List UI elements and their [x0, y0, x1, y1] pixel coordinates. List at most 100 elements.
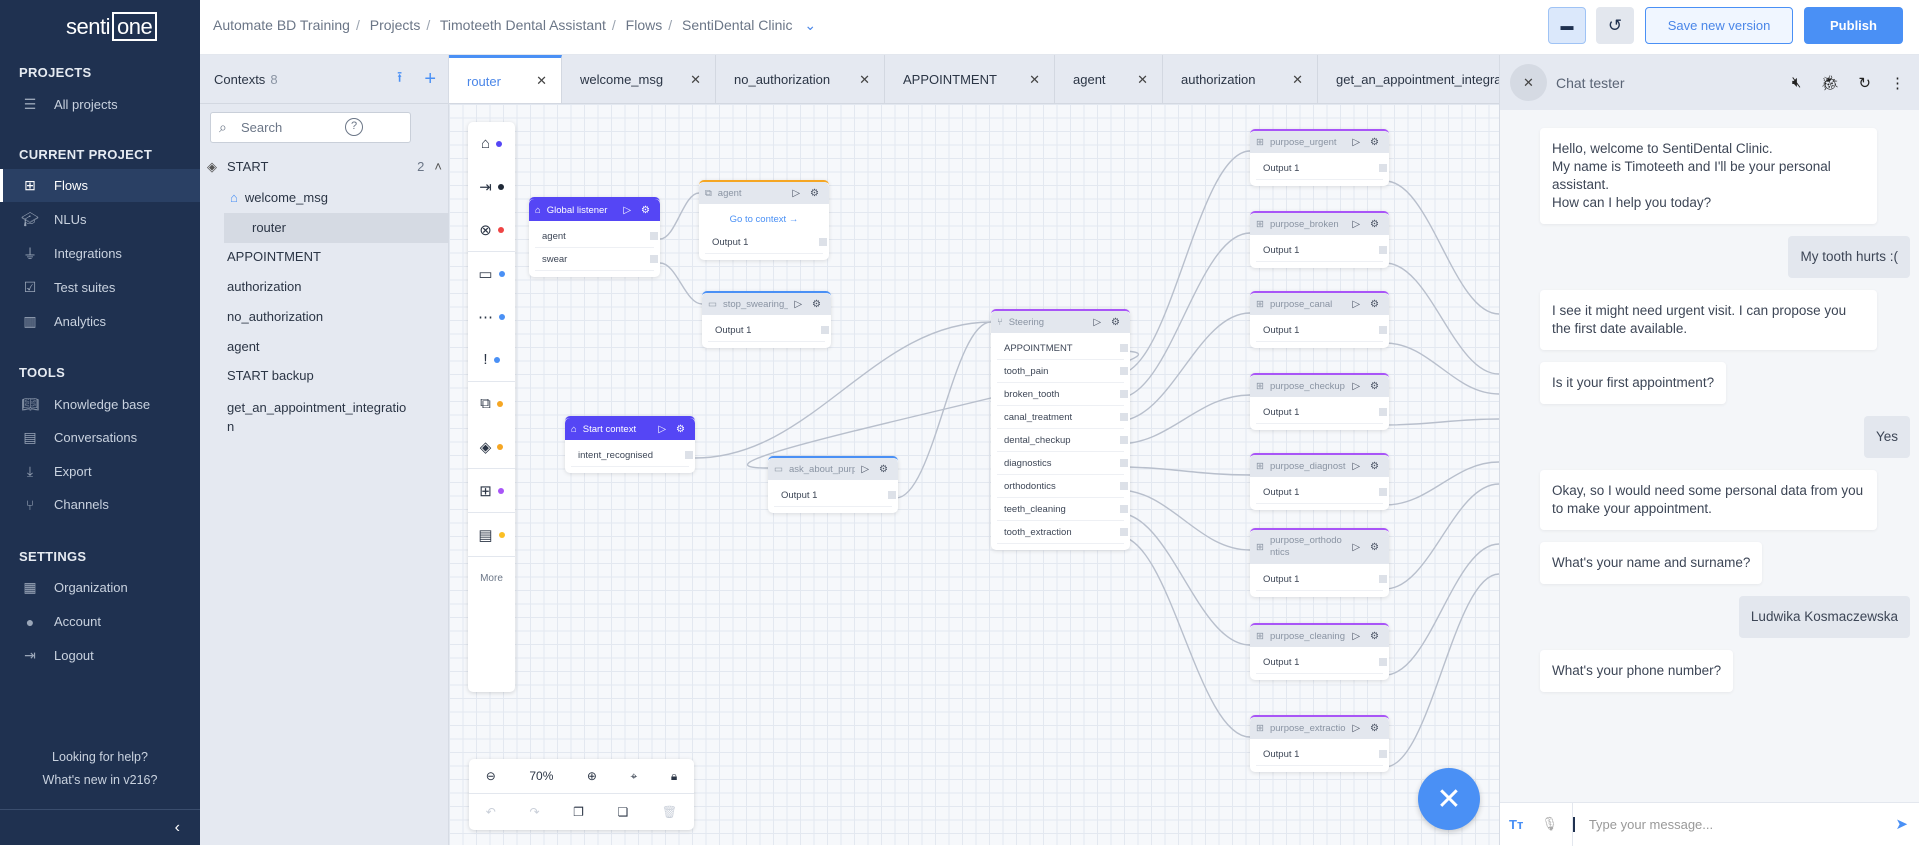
save-new-version-button[interactable]: Save new version: [1645, 7, 1793, 44]
go-to-context-link[interactable]: Go to context →: [729, 214, 799, 225]
palette-end-node[interactable]: ⊗: [468, 208, 515, 251]
output-port[interactable]: [819, 238, 827, 246]
message-input[interactable]: Type your message...: [1572, 816, 1896, 832]
output-port[interactable]: [1120, 344, 1128, 352]
chevron-up-icon[interactable]: ˄: [434, 159, 442, 174]
breadcrumb-item[interactable]: Flows: [625, 17, 663, 33]
gear-icon[interactable]: ⚙: [1370, 722, 1383, 734]
output-port[interactable]: [1379, 750, 1387, 758]
play-icon[interactable]: ▷: [1352, 630, 1365, 642]
play-icon[interactable]: ▷: [1352, 460, 1365, 472]
copy-icon[interactable]: ❐: [573, 804, 584, 819]
node-global-listener[interactable]: ⌂ Global listener ▷ ⚙ agent swear: [529, 197, 660, 277]
close-icon[interactable]: ✕: [1137, 71, 1148, 87]
output-port[interactable]: [1120, 459, 1128, 467]
redo-icon[interactable]: ↷: [529, 804, 540, 819]
tab-no-authorization[interactable]: no_authorization ✕: [716, 55, 885, 103]
play-icon[interactable]: ▷: [794, 298, 807, 310]
palette-message-node[interactable]: ▭: [468, 252, 515, 295]
trash-icon[interactable]: 🗑︎: [661, 804, 678, 819]
output-port[interactable]: [1120, 528, 1128, 536]
restart-icon[interactable]: ↻: [1858, 74, 1871, 92]
gear-icon[interactable]: ⚙: [1370, 630, 1383, 642]
location-pin-icon[interactable]: ⌖: [630, 768, 638, 783]
output-port[interactable]: [650, 232, 658, 240]
node-purpose-diagnostics[interactable]: ⊞ purpose_diagnostics ▷ ⚙ Output 1: [1250, 453, 1389, 510]
sidebar-item-flows[interactable]: ⊞ Flows: [0, 169, 200, 202]
node-header[interactable]: ⊞ purpose_orthodontics ▷ ⚙: [1250, 530, 1389, 564]
output-port[interactable]: [1379, 488, 1387, 496]
gear-icon[interactable]: ⚙: [1370, 460, 1383, 472]
help-link[interactable]: Looking for help?: [52, 750, 148, 764]
gear-icon[interactable]: ⚙: [1111, 316, 1124, 328]
play-icon[interactable]: ▷: [861, 463, 874, 475]
sidebar-item-test-suites[interactable]: ☑ Test suites: [0, 271, 200, 304]
sentione-logo[interactable]: senti one: [66, 12, 158, 41]
sidebar-item-analytics[interactable]: ▥ Analytics: [0, 305, 200, 338]
node-header[interactable]: ⌂ Global listener ▷ ⚙: [529, 199, 660, 221]
zoom-in-icon[interactable]: ⊕: [586, 769, 597, 783]
play-icon[interactable]: ▷: [1352, 380, 1365, 392]
tab-welcome-msg[interactable]: welcome_msg ✕: [562, 55, 716, 103]
gear-icon[interactable]: ⚙: [812, 298, 825, 310]
paste-icon[interactable]: ❏: [617, 804, 629, 819]
play-icon[interactable]: ▷: [1093, 316, 1106, 328]
tab-agent[interactable]: agent ✕: [1055, 55, 1163, 103]
sidebar-item-logout[interactable]: ⇥ Logout: [0, 639, 200, 672]
chat-tester-toggle-button[interactable]: ▬: [1548, 7, 1586, 44]
sidebar-item-account[interactable]: ● Account: [0, 605, 200, 638]
palette-document-node[interactable]: ▤: [468, 513, 515, 556]
close-icon[interactable]: ✕: [859, 71, 870, 87]
node-purpose-cleaning[interactable]: ⊞ purpose_cleaning ▷ ⚙ Output 1: [1250, 623, 1389, 680]
palette-apps-node[interactable]: ⊞: [468, 469, 515, 512]
close-chat-button[interactable]: ✕: [1510, 64, 1547, 101]
output-port[interactable]: [1120, 413, 1128, 421]
tab-get-an-appointment-integration[interactable]: get_an_appointment_integra: [1318, 55, 1500, 103]
close-icon[interactable]: ✕: [1292, 71, 1303, 87]
context-item-router[interactable]: router: [224, 213, 449, 243]
breadcrumb-item[interactable]: Automate BD Training: [213, 17, 350, 33]
node-header[interactable]: ⑂ Steering ▷ ⚙: [991, 311, 1130, 333]
lock-icon[interactable]: 🔒︎: [670, 768, 678, 783]
breadcrumb-item[interactable]: Timoteeth Dental Assistant: [439, 17, 606, 33]
play-icon[interactable]: ▷: [658, 423, 671, 435]
tab-appointment[interactable]: APPOINTMENT ✕: [885, 55, 1055, 103]
node-header[interactable]: ⊞ purpose_urgent ▷ ⚙: [1250, 131, 1389, 153]
context-group-start[interactable]: ◈ START 2 ˄: [207, 159, 442, 175]
output-port[interactable]: [888, 491, 896, 499]
breadcrumb-item[interactable]: Projects: [369, 17, 421, 33]
node-header[interactable]: ⊞ purpose_cleaning ▷ ⚙: [1250, 625, 1389, 647]
palette-start-node[interactable]: ⌂: [468, 122, 515, 165]
output-port[interactable]: [650, 255, 658, 263]
play-icon[interactable]: ▷: [1352, 218, 1365, 230]
node-purpose-checkup[interactable]: ⊞ purpose_checkup ▷ ⚙ Output 1: [1250, 373, 1389, 430]
version-history-button[interactable]: ↺: [1596, 7, 1634, 44]
node-header[interactable]: ▭ ask_about_purpose ▷ ⚙: [768, 458, 898, 480]
gear-icon[interactable]: ⚙: [1370, 136, 1383, 148]
zoom-out-icon[interactable]: ⊖: [485, 769, 496, 783]
close-icon[interactable]: ✕: [536, 73, 547, 88]
palette-agent-node[interactable]: ⧉: [468, 382, 515, 425]
node-start-context[interactable]: ⌂ Start context ▷ ⚙ intent_recognised: [565, 416, 695, 473]
palette-redirect-node[interactable]: ◈: [468, 425, 515, 468]
play-icon[interactable]: ▷: [1352, 298, 1365, 310]
sidebar-item-integrations[interactable]: ⏚ Integrations: [0, 237, 200, 270]
node-header[interactable]: ▭ stop_swearing_pls ▷ ⚙: [702, 293, 831, 315]
output-port[interactable]: [1120, 367, 1128, 375]
palette-question-node[interactable]: ⋯: [468, 295, 515, 338]
mute-icon[interactable]: 🔇︎: [1791, 73, 1802, 91]
output-port[interactable]: [1120, 390, 1128, 398]
node-header[interactable]: ⊞ purpose_canal ▷ ⚙: [1250, 293, 1389, 315]
sidebar-item-export[interactable]: ⤓ Export: [0, 455, 200, 488]
gear-icon[interactable]: ⚙: [1370, 380, 1383, 392]
breadcrumb-item[interactable]: SentiDental Clinic: [682, 17, 793, 33]
output-port[interactable]: [1120, 436, 1128, 444]
sidebar-item-knowledge-base[interactable]: 📖︎ Knowledge base: [0, 388, 200, 421]
microphone-icon[interactable]: 🎙︎: [1541, 816, 1558, 831]
gear-icon[interactable]: ⚙: [1370, 541, 1383, 553]
node-header[interactable]: ⊞ purpose_checkup ▷ ⚙: [1250, 375, 1389, 397]
output-port[interactable]: [821, 326, 829, 334]
node-purpose-orthodontics[interactable]: ⊞ purpose_orthodontics ▷ ⚙ Output 1: [1250, 528, 1389, 597]
send-icon[interactable]: ➤: [1895, 816, 1908, 833]
node-header[interactable]: ⊞ purpose_diagnostics ▷ ⚙: [1250, 455, 1389, 477]
